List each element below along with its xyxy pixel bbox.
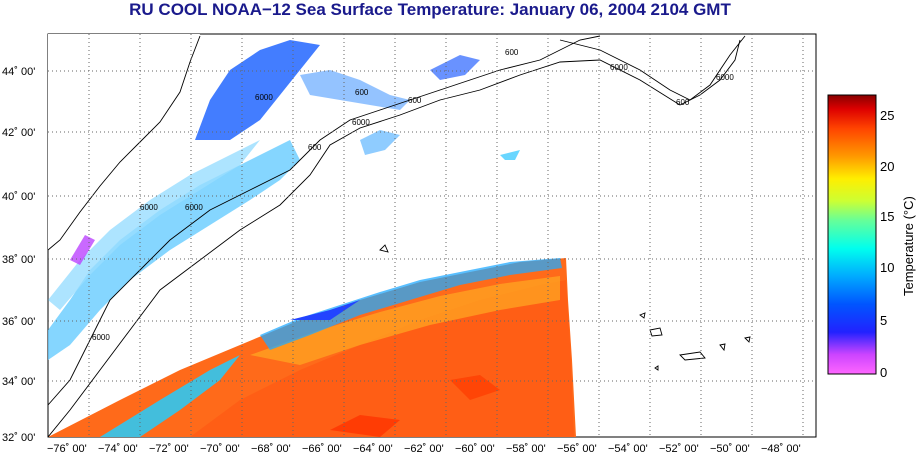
colorbar: 25 20 15 10 5 0 Temperature (°C) — [827, 94, 916, 380]
contour-label: 600 — [355, 88, 369, 97]
contour-label: 600 — [505, 48, 519, 57]
graticule — [48, 34, 816, 437]
contour-label: 6000 — [352, 118, 370, 127]
colorbar-tick: 15 — [880, 209, 894, 224]
lat-label: 42˚ 00' — [2, 127, 35, 139]
lon-label: −70˚ 00' — [200, 443, 240, 455]
latitude-labels: 44˚ 00' 42˚ 00' 40˚ 00' 38˚ 00' 36˚ 00' … — [2, 66, 35, 444]
lat-label: 36˚ 00' — [2, 316, 35, 328]
lon-label: −48˚ 00' — [761, 443, 801, 455]
lon-label: −76˚ 00' — [47, 443, 87, 455]
lat-label: 32˚ 00' — [2, 432, 35, 444]
colorbar-tick: 25 — [880, 108, 894, 123]
lon-label: −68˚ 00' — [251, 443, 291, 455]
colorbar-tick: 10 — [880, 260, 894, 275]
lat-label: 38˚ 00' — [2, 254, 35, 266]
lon-label: −64˚ 00' — [353, 443, 393, 455]
lat-label: 44˚ 00' — [2, 66, 35, 78]
contour-label: 6000 — [140, 203, 158, 212]
colorbar-gradient — [827, 94, 877, 375]
colorbar-tick: 20 — [880, 159, 894, 174]
lon-label: −54˚ 00' — [608, 443, 648, 455]
contour-label: 6000 — [610, 63, 628, 72]
lon-label: −72˚ 00' — [149, 443, 189, 455]
map-title: RU COOL NOAA−12 Sea Surface Temperature:… — [129, 0, 731, 19]
lon-label: −60˚ 00' — [455, 443, 495, 455]
lon-label: −50˚ 00' — [710, 443, 750, 455]
lon-label: −58˚ 00' — [506, 443, 546, 455]
lon-label: −52˚ 00' — [659, 443, 699, 455]
contour-labels: 6000 6000 6000 600 6000 600 6000 600 600… — [92, 48, 734, 342]
contour-label: 600 — [676, 98, 690, 107]
lon-label: −66˚ 00' — [302, 443, 342, 455]
colorbar-tick: 0 — [880, 365, 887, 380]
colorbar-tick: 5 — [880, 313, 887, 328]
contour-label: 6000 — [716, 73, 734, 82]
lon-label: −62˚ 00' — [404, 443, 444, 455]
lon-label: −74˚ 00' — [98, 443, 138, 455]
coastline-contours — [48, 35, 751, 437]
contour-label: 6000 — [255, 93, 273, 102]
contour-label: 600 — [308, 143, 322, 152]
contour-label: 6000 — [92, 333, 110, 342]
lat-label: 40˚ 00' — [2, 191, 35, 203]
lon-label: −56˚ 00' — [557, 443, 597, 455]
lat-label: 34˚ 00' — [2, 376, 35, 388]
longitude-labels: −76˚ 00' −74˚ 00' −72˚ 00' −70˚ 00' −68˚… — [47, 443, 801, 455]
sst-imagery — [48, 34, 576, 437]
contour-label: 6000 — [185, 203, 203, 212]
colorbar-label: Temperature (°C) — [901, 196, 916, 296]
contour-label: 600 — [408, 96, 422, 105]
